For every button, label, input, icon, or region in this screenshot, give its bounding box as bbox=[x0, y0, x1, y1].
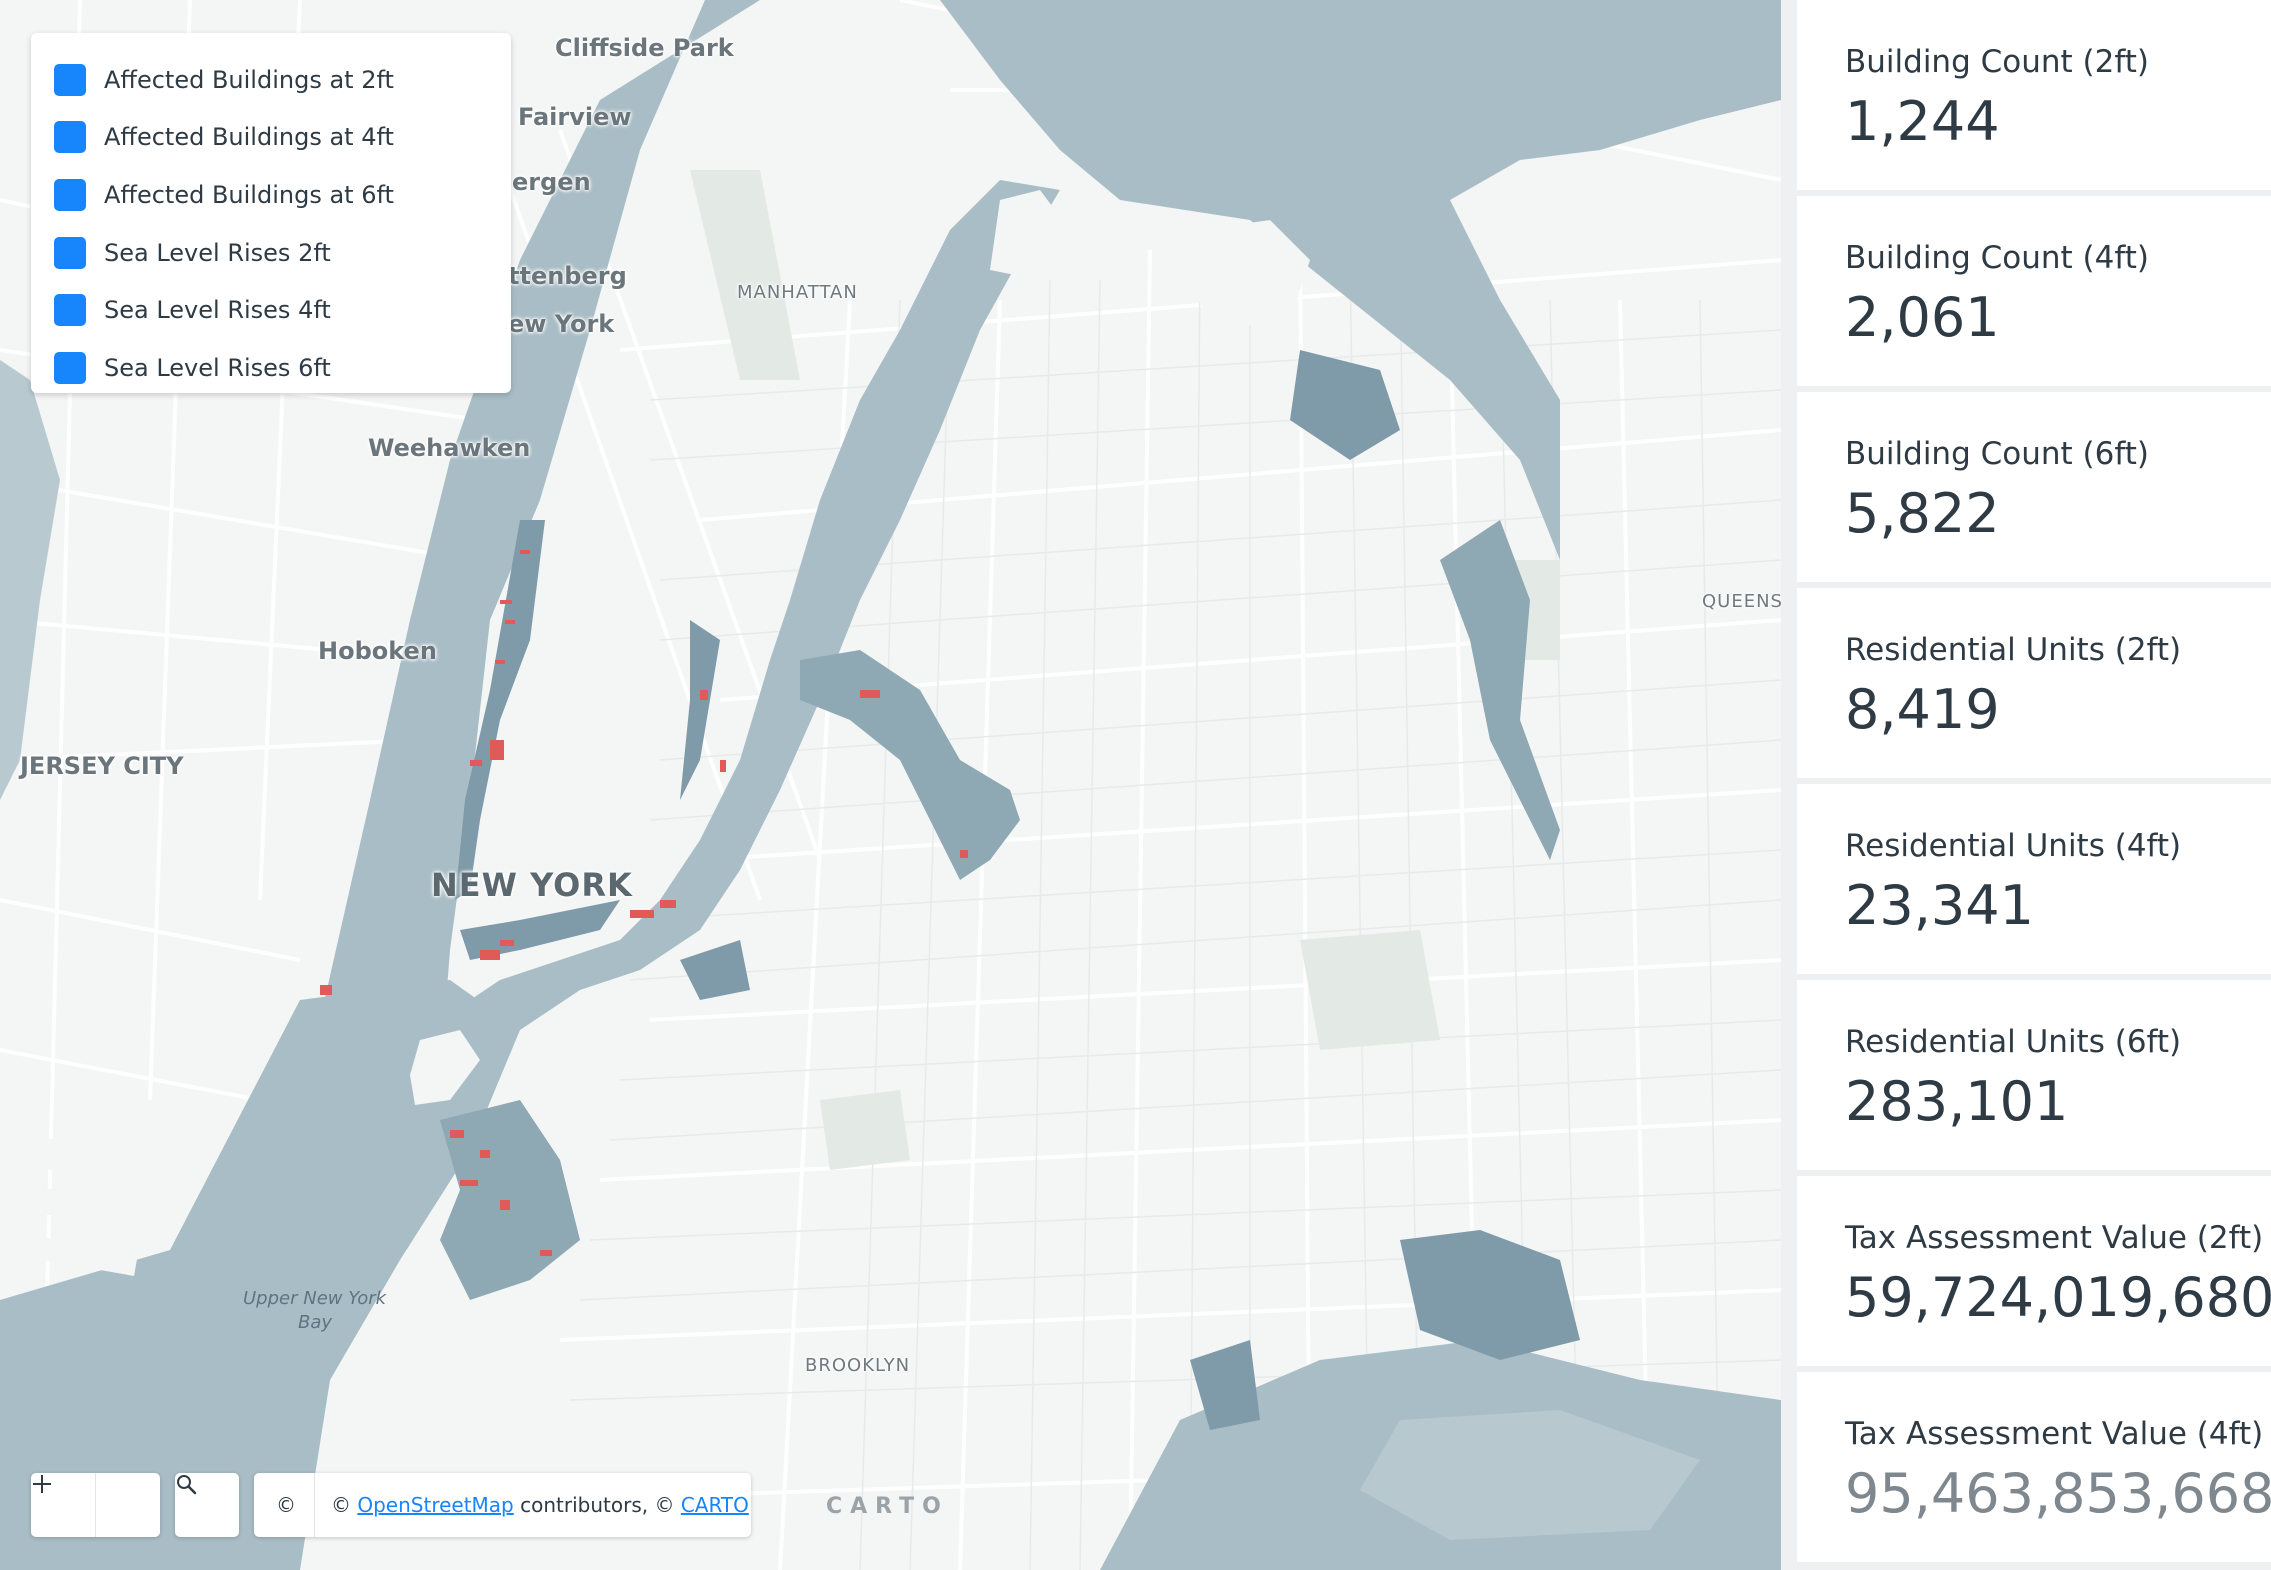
attribution-toggle-icon[interactable]: © bbox=[276, 1493, 296, 1517]
label-cliffside-park: Cliffside Park bbox=[555, 34, 734, 62]
widget-value: 5,822 bbox=[1845, 482, 2000, 545]
attribution-prefix: © bbox=[331, 1493, 358, 1517]
governors-island bbox=[410, 1030, 480, 1105]
upper-bay bbox=[0, 980, 520, 1470]
search-button[interactable] bbox=[175, 1473, 239, 1537]
widget-tax-assessment-4ft: Tax Assessment Value (4ft) 95,463,853,66… bbox=[1797, 1372, 2271, 1562]
legend-item-sea-level-2ft[interactable]: Sea Level Rises 2ft bbox=[31, 36, 511, 282]
legend-label: Affected Buildings at 2ft bbox=[104, 65, 394, 94]
affected-buildings bbox=[320, 550, 968, 1256]
rikers-island bbox=[1190, 220, 1310, 330]
jamaica-bay-marsh bbox=[1360, 1410, 1700, 1540]
label-queens: QUEENS bbox=[1702, 591, 1781, 612]
long-island-sound bbox=[940, 0, 1781, 560]
label-hoboken: Hoboken bbox=[318, 637, 437, 665]
attribution-control: © © OpenStreetMap contributors, © CARTO bbox=[254, 1473, 751, 1537]
zoom-divider bbox=[95, 1473, 96, 1537]
widget-value: 95,463,853,668 bbox=[1845, 1462, 2271, 1525]
widget-value: 2,061 bbox=[1845, 286, 2000, 349]
label-upper-bay-2: Bay bbox=[298, 1312, 333, 1333]
widget-building-count-2ft: Building Count (2ft) 1,244 bbox=[1797, 0, 2271, 190]
checkbox-checked-icon[interactable] bbox=[32, 36, 86, 154]
carto-logo[interactable]: CARTO bbox=[826, 1494, 949, 1519]
widget-title: Building Count (4ft) bbox=[1845, 240, 2149, 276]
label-west-new-york: ew York bbox=[508, 310, 615, 338]
newark-bay bbox=[0, 360, 60, 800]
legend-label: Sea Level Rises 6ft bbox=[104, 353, 331, 382]
carto-link[interactable]: CARTO bbox=[680, 1493, 749, 1517]
east-river bbox=[470, 180, 1060, 1030]
layer-legend: Affected Buildings at 2ft Affected Build… bbox=[31, 33, 511, 393]
label-brooklyn: BROOKLYN bbox=[805, 1355, 911, 1376]
label-upper-bay-1: Upper New York bbox=[243, 1288, 387, 1309]
attribution-middle: contributors, © bbox=[513, 1493, 681, 1517]
search-icon bbox=[177, 1475, 197, 1495]
checkbox-checked-icon[interactable] bbox=[32, 36, 86, 96]
label-guttenberg: ttenberg bbox=[508, 262, 627, 290]
hudson-river bbox=[0, 0, 760, 1570]
checkbox-checked-icon[interactable] bbox=[32, 36, 86, 327]
widget-building-count-6ft: Building Count (6ft) 5,822 bbox=[1797, 392, 2271, 582]
stats-sidebar[interactable]: Building Count (2ft) 1,244 Building Coun… bbox=[1797, 0, 2271, 1570]
zoom-control bbox=[31, 1473, 160, 1537]
widget-value: 59,724,019,680 bbox=[1845, 1266, 2271, 1329]
legend-item-buildings-4ft[interactable]: Affected Buildings at 4ft bbox=[31, 36, 511, 167]
plus-icon bbox=[33, 1475, 51, 1493]
legend-label: Sea Level Rises 2ft bbox=[104, 238, 331, 267]
widget-title: Tax Assessment Value (2ft) bbox=[1845, 1220, 2264, 1256]
legend-item-sea-level-6ft[interactable]: Sea Level Rises 6ft bbox=[31, 36, 511, 397]
openstreetmap-link[interactable]: OpenStreetMap bbox=[357, 1493, 514, 1517]
label-weehawken: Weehawken bbox=[368, 434, 531, 462]
zoom-in-button[interactable] bbox=[33, 1473, 160, 1537]
basemap[interactable] bbox=[0, 0, 1781, 1570]
widget-title: Building Count (6ft) bbox=[1845, 436, 2149, 472]
legend-item-buildings-6ft[interactable]: Affected Buildings at 6ft bbox=[31, 36, 511, 224]
widget-residential-units-6ft: Residential Units (6ft) 283,101 bbox=[1797, 980, 2271, 1170]
widget-building-count-4ft: Building Count (4ft) 2,061 bbox=[1797, 196, 2271, 386]
piers bbox=[0, 1129, 178, 1276]
label-jersey-city: JERSEY CITY bbox=[20, 752, 184, 780]
label-manhattan: MANHATTAN bbox=[737, 282, 858, 303]
minor-streets bbox=[569, 259, 1781, 1570]
randalls-island bbox=[990, 190, 1070, 280]
widget-residential-units-4ft: Residential Units (4ft) 23,341 bbox=[1797, 784, 2271, 974]
widget-title: Residential Units (2ft) bbox=[1845, 632, 2182, 668]
widget-value: 8,419 bbox=[1845, 678, 2000, 741]
checkbox-checked-icon[interactable] bbox=[32, 36, 86, 269]
label-fairview: Fairview bbox=[518, 103, 632, 131]
widget-title: Tax Assessment Value (4ft) bbox=[1845, 1416, 2264, 1452]
checkbox-checked-icon[interactable] bbox=[32, 36, 86, 211]
flood-map[interactable]: Cliffside Park Fairview ergen ttenberg e… bbox=[0, 0, 1781, 1570]
widget-title: Building Count (2ft) bbox=[1845, 44, 2149, 80]
widget-value: 1,244 bbox=[1845, 90, 2000, 153]
label-north-bergen: ergen bbox=[512, 168, 591, 196]
label-new-york: NEW YORK bbox=[431, 866, 633, 904]
legend-label: Sea Level Rises 4ft bbox=[104, 296, 331, 325]
widget-title: Residential Units (4ft) bbox=[1845, 828, 2182, 864]
flushing-bay bbox=[1440, 520, 1560, 860]
legend-label: Affected Buildings at 4ft bbox=[104, 123, 394, 152]
checkbox-checked-icon[interactable] bbox=[32, 36, 86, 384]
flood-zones bbox=[455, 350, 1580, 1430]
legend-item-buildings-2ft[interactable]: Affected Buildings at 2ft bbox=[31, 36, 511, 109]
newtown-creek bbox=[800, 650, 1020, 880]
widget-value: 283,101 bbox=[1845, 1070, 2069, 1133]
widget-residential-units-2ft: Residential Units (2ft) 8,419 bbox=[1797, 588, 2271, 778]
attribution-divider bbox=[314, 1473, 315, 1537]
legend-item-sea-level-4ft[interactable]: Sea Level Rises 4ft bbox=[31, 36, 511, 339]
widget-value: 23,341 bbox=[1845, 874, 2034, 937]
widget-title: Residential Units (6ft) bbox=[1845, 1024, 2182, 1060]
legend-label: Affected Buildings at 6ft bbox=[104, 180, 394, 209]
widget-tax-assessment-2ft: Tax Assessment Value (2ft) 59,724,019,68… bbox=[1797, 1176, 2271, 1366]
